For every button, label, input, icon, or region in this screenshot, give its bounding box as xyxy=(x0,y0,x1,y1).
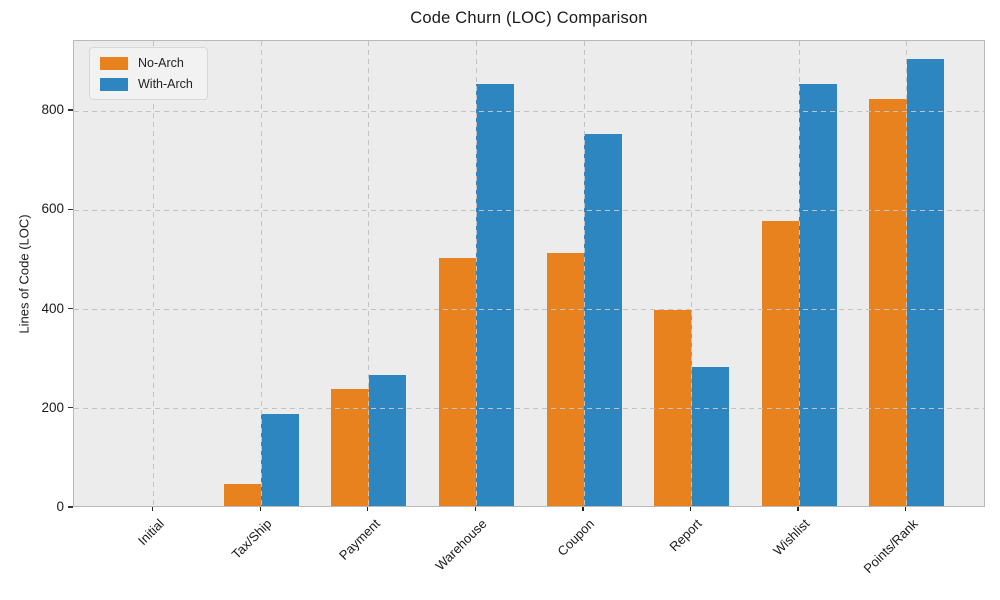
y-tick-label: 200 xyxy=(41,399,64,415)
x-tick xyxy=(797,507,799,511)
x-tick xyxy=(905,507,907,511)
gridline-vertical xyxy=(153,41,155,506)
legend-item-with-arch: With-Arch xyxy=(100,77,193,91)
legend: No-Arch With-Arch xyxy=(89,47,208,100)
bar-no-arch-coupon xyxy=(546,252,584,506)
gridline-vertical xyxy=(368,41,370,506)
y-tick xyxy=(68,407,73,409)
x-tick xyxy=(259,507,261,511)
x-tick xyxy=(152,507,154,511)
gridline-vertical xyxy=(475,41,477,506)
legend-label-no-arch: No-Arch xyxy=(138,56,184,70)
bar-with-arch-coupon xyxy=(584,133,622,506)
bar-with-arch-report xyxy=(691,367,729,506)
y-tick-label: 400 xyxy=(41,300,64,316)
legend-item-no-arch: No-Arch xyxy=(100,56,193,70)
gridline-vertical xyxy=(798,41,800,506)
y-tick xyxy=(68,109,73,111)
bar-no-arch-payment xyxy=(331,389,369,506)
y-tick-label: 0 xyxy=(56,499,64,514)
y-tick xyxy=(68,506,73,508)
legend-label-with-arch: With-Arch xyxy=(138,77,193,91)
bar-with-arch-warehouse xyxy=(476,84,514,506)
bar-with-arch-tax/ship xyxy=(261,414,299,506)
bar-with-arch-payment xyxy=(368,374,407,506)
y-tick xyxy=(68,307,73,310)
x-tick-label: Initial xyxy=(135,516,168,549)
x-tick-label: Points/Rank xyxy=(860,516,921,577)
x-tick-label: Warehouse xyxy=(432,516,491,574)
y-axis-label: Lines of Code (LOC) xyxy=(16,214,32,334)
bar-no-arch-wishlist xyxy=(761,220,800,506)
x-tick xyxy=(474,507,477,511)
bar-with-arch-points/rank xyxy=(906,59,945,506)
x-tick-label: Tax/Ship xyxy=(229,516,275,562)
bar-no-arch-warehouse xyxy=(438,257,477,506)
bar-no-arch-report xyxy=(654,310,692,506)
gridline-horizontal xyxy=(74,110,984,112)
gridline-horizontal xyxy=(74,209,984,211)
gridline-vertical xyxy=(260,41,262,506)
x-tick xyxy=(582,507,584,511)
x-tick-label: Coupon xyxy=(554,516,598,559)
gridline-vertical xyxy=(583,41,585,506)
x-tick-label: Report xyxy=(666,516,706,555)
x-tick xyxy=(367,507,369,511)
x-tick-label: Wishlist xyxy=(770,516,813,559)
bar-no-arch-points/rank xyxy=(869,99,907,506)
bar-with-arch-wishlist xyxy=(799,84,837,506)
y-tick-label: 800 xyxy=(41,102,64,117)
y-tick-label: 600 xyxy=(41,201,64,217)
legend-swatch-no-arch xyxy=(100,56,128,70)
gridline-vertical xyxy=(906,41,908,506)
y-tick xyxy=(68,208,73,210)
plot-area xyxy=(73,40,985,507)
gridline-horizontal xyxy=(74,408,984,410)
bar-no-arch-tax/ship xyxy=(223,483,262,506)
chart-title: Code Churn (LOC) Comparison xyxy=(410,9,648,27)
x-tick xyxy=(689,507,692,511)
x-tick-label: Payment xyxy=(335,516,383,563)
gridline-vertical xyxy=(691,41,692,506)
legend-swatch-with-arch xyxy=(100,77,128,91)
gridline-horizontal xyxy=(74,309,984,310)
